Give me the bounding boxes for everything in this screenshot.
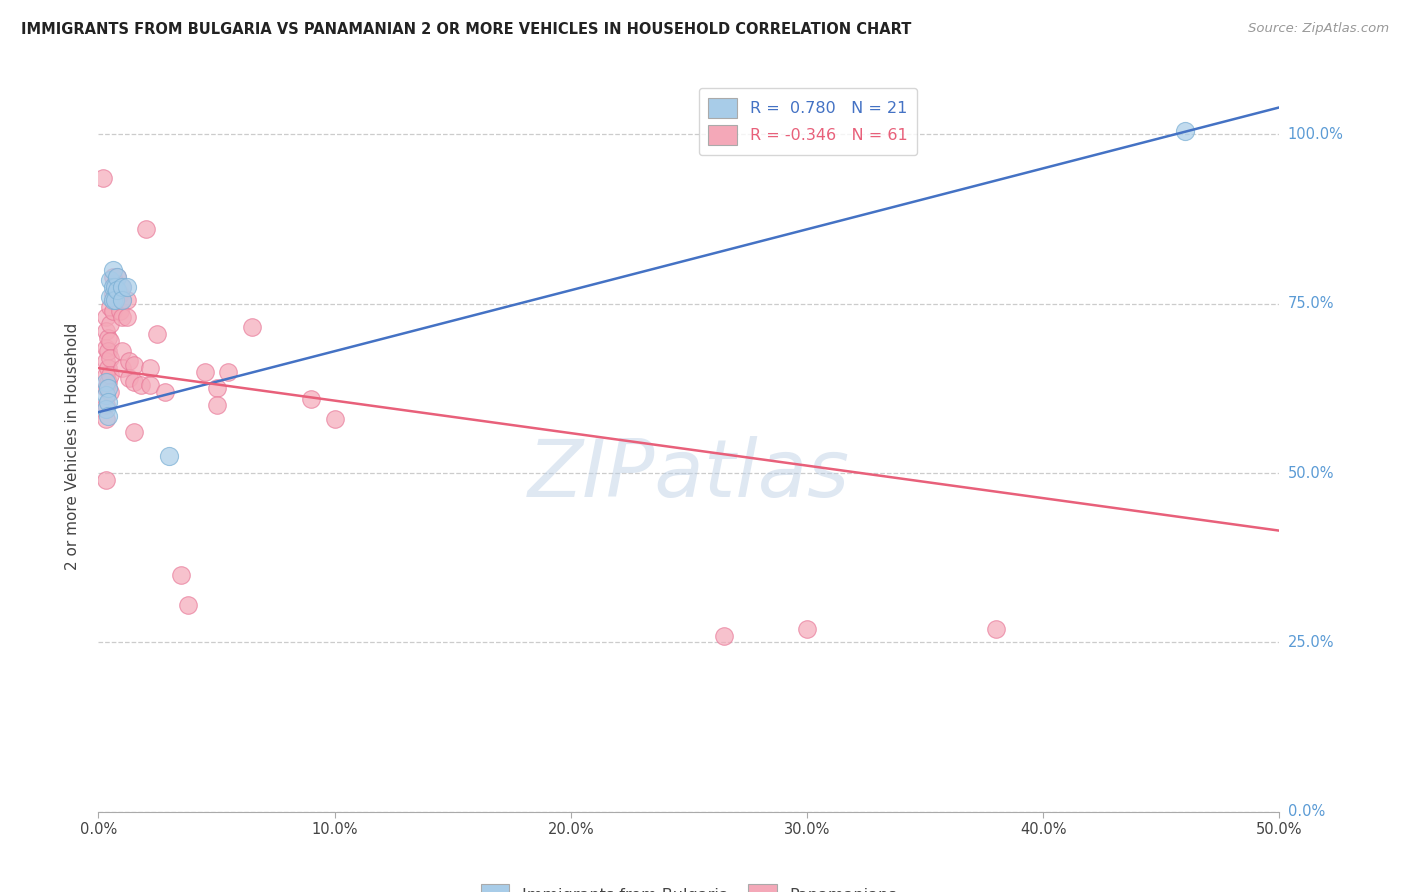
Point [101, 293, 124, 308]
Point [94, 473, 117, 487]
Point [115, 310, 138, 325]
Point [129, 378, 152, 392]
Point [94, 341, 117, 355]
Point [94, 381, 117, 395]
Point [111, 344, 134, 359]
Point [240, 320, 263, 334]
Point [91, 171, 114, 186]
Point [94, 398, 117, 412]
Text: 100.0%: 100.0% [1288, 127, 1344, 142]
Point [111, 280, 134, 294]
Point [98, 290, 121, 304]
Point [98, 351, 121, 365]
Point [115, 280, 138, 294]
Point [205, 398, 228, 412]
Point [94, 412, 117, 426]
Point [139, 378, 162, 392]
Point [98, 334, 121, 348]
Point [98, 317, 121, 331]
Point [104, 293, 127, 308]
Point [713, 629, 735, 643]
Y-axis label: 2 or more Vehicles in Household: 2 or more Vehicles in Household [65, 322, 80, 570]
Point [104, 293, 127, 308]
Point [94, 375, 117, 389]
Point [105, 269, 128, 284]
Text: IMMIGRANTS FROM BULGARIA VS PANAMANIAN 2 OR MORE VEHICLES IN HOUSEHOLD CORRELATI: IMMIGRANTS FROM BULGARIA VS PANAMANIAN 2… [21, 22, 911, 37]
Text: 75.0%: 75.0% [1288, 296, 1334, 311]
Point [146, 327, 169, 342]
Point [94, 368, 117, 382]
Point [157, 449, 180, 463]
Point [217, 364, 239, 378]
Point [115, 293, 138, 308]
Point [170, 567, 193, 582]
Point [139, 361, 162, 376]
Point [97, 409, 120, 423]
Point [205, 381, 228, 395]
Text: 0.0%: 0.0% [1288, 805, 1324, 819]
Point [94, 310, 117, 325]
Point [104, 280, 127, 294]
Point [323, 412, 346, 426]
Point [299, 392, 322, 406]
Point [122, 358, 145, 372]
Point [122, 425, 145, 440]
Legend: Immigrants from Bulgaria, Panamanians: Immigrants from Bulgaria, Panamanians [471, 874, 907, 892]
Point [108, 286, 131, 301]
Point [94, 354, 117, 368]
Point [97, 395, 120, 409]
Point [111, 293, 134, 308]
Text: 25.0%: 25.0% [1288, 635, 1334, 650]
Point [97, 331, 120, 345]
Point [97, 381, 120, 395]
Text: Source: ZipAtlas.com: Source: ZipAtlas.com [1249, 22, 1389, 36]
Point [101, 280, 124, 294]
Point [97, 375, 120, 389]
Point [111, 280, 134, 294]
Point [108, 303, 131, 318]
Point [118, 371, 141, 385]
Point [105, 269, 128, 284]
Point [796, 622, 818, 636]
Text: 50.0%: 50.0% [1288, 466, 1334, 481]
Point [122, 375, 145, 389]
Point [101, 286, 124, 301]
Point [111, 293, 134, 308]
Point [94, 401, 117, 416]
Point [98, 273, 121, 287]
Point [111, 310, 134, 325]
Point [118, 354, 141, 368]
Point [94, 324, 117, 338]
Point [101, 263, 124, 277]
Point [153, 384, 176, 399]
Point [94, 388, 117, 402]
Point [177, 598, 200, 612]
Point [135, 222, 157, 236]
Point [97, 344, 120, 359]
Point [1174, 124, 1197, 138]
Point [194, 364, 217, 378]
Point [98, 300, 121, 314]
Point [101, 303, 124, 318]
Point [101, 269, 124, 284]
Point [111, 361, 134, 376]
Point [97, 361, 120, 376]
Point [104, 277, 127, 291]
Point [984, 622, 1007, 636]
Point [98, 384, 121, 399]
Point [98, 368, 121, 382]
Text: ZIPatlas: ZIPatlas [527, 436, 851, 515]
Point [105, 283, 128, 297]
